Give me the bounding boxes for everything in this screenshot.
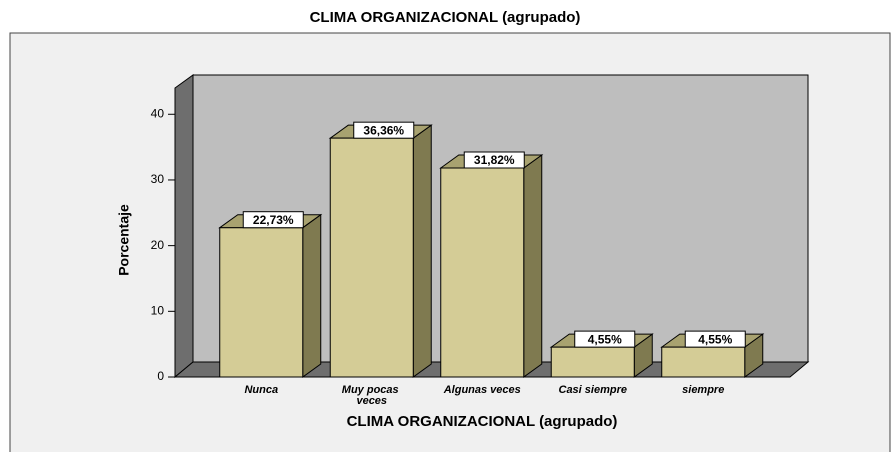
bar-front	[661, 346, 746, 378]
chart-title: CLIMA ORGANIZACIONAL (agrupado)	[310, 9, 581, 26]
value-label-box	[574, 330, 636, 348]
value-label: 4,55%	[698, 332, 732, 346]
x-tick-label: Algunas veces	[443, 384, 521, 396]
y-tick-label: 30	[151, 172, 165, 186]
x-tick-label-line: veces	[356, 395, 387, 407]
bar	[439, 154, 544, 378]
y-tick-label: 10	[151, 303, 165, 317]
value-label: 31,82%	[474, 153, 515, 167]
x-tick-label: Casi siempre	[559, 384, 627, 396]
bar-front	[219, 227, 304, 378]
y-tick-label: 0	[157, 369, 164, 383]
value-label-box	[463, 151, 525, 169]
x-tick-label: siempre	[682, 384, 724, 396]
bar-front	[440, 167, 525, 378]
bar-side	[523, 154, 543, 378]
value-label: 22,73%	[253, 213, 294, 227]
bar-front	[550, 346, 635, 378]
value-label-box	[242, 211, 304, 229]
x-tick-label: Nunca	[244, 384, 278, 396]
value-label: 4,55%	[588, 332, 622, 346]
x-tick-label: Muy pocas veces	[342, 384, 402, 407]
x-tick-label-line: Muy pocas	[342, 384, 402, 396]
y-tick-label: 20	[151, 238, 165, 252]
side-wall	[174, 74, 194, 379]
bar	[328, 124, 433, 378]
y-axis-title: Porcentaje	[116, 204, 132, 276]
value-label-box	[353, 121, 415, 139]
bar	[218, 213, 323, 378]
bar-side	[412, 124, 432, 378]
value-label-box	[684, 330, 746, 348]
y-tick-label: 40	[151, 106, 165, 120]
bar-front	[329, 137, 414, 378]
bar-side	[302, 213, 322, 378]
value-label: 36,36%	[363, 123, 404, 137]
x-axis-title: CLIMA ORGANIZACIONAL (agrupado)	[347, 413, 618, 430]
